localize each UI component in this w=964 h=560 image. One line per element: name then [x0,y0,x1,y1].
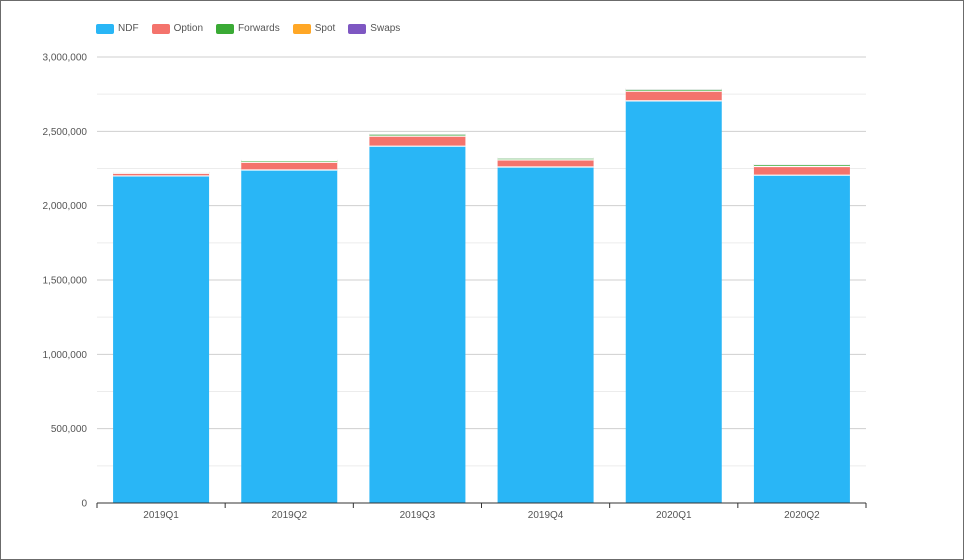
bar-option-2020q2 [753,166,850,176]
bar-ndf-2019q3 [369,146,466,503]
bar-forwards-2019q2 [241,160,338,163]
bar-stack-2019q3 [369,133,466,503]
y-tick-label: 1,000,000 [43,350,88,361]
legend-swatch [151,23,170,34]
x-tick-label: 2020Q1 [656,510,692,521]
y-tick-label: 500,000 [51,424,88,435]
bar-option-2019q2 [241,162,338,170]
bar-option-2020q1 [625,91,722,101]
legend-swatch [216,23,235,34]
legend-item-ndf[interactable]: NDF [96,23,139,34]
legend-swatch [292,23,311,34]
bar-forwards-2019q3 [369,134,466,137]
bar-stack-2020q1 [625,88,722,504]
bar-stack-2019q4 [497,157,594,503]
bar-forwards-2020q2 [753,164,850,167]
bar-ndf-2019q1 [113,175,210,503]
bar-stack-2019q1 [113,171,210,503]
chart-legend: NDF Option Forwards Spot Swaps [96,23,413,34]
y-axis: 0 500,000 1,000,000 1,500,000 2,000,000 2,500… [43,53,88,510]
bar-option-2019q3 [369,136,466,147]
legend-item-option[interactable]: Option [151,23,204,34]
legend-label: Swaps [370,23,401,34]
legend-label: NDF [118,23,139,34]
bar-ndf-2020q2 [753,175,850,503]
legend-swatch [96,23,114,34]
y-tick-label: 1,500,000 [43,276,88,287]
bar-stack-2019q2 [241,159,338,503]
legend-item-spot[interactable]: Spot [292,23,336,34]
legend-item-forwards[interactable]: Forwards [216,23,280,34]
y-tick-label: 2,500,000 [43,127,88,138]
bars [113,88,850,504]
x-tick-label: 2019Q2 [271,510,307,521]
bar-option-2019q1 [113,173,210,176]
legend-label: Forwards [238,23,280,34]
y-tick-label: 0 [81,499,87,510]
bar-ndf-2019q2 [241,169,338,503]
x-tick-label: 2019Q3 [400,510,436,521]
bar-ndf-2019q4 [497,167,594,503]
x-tick-label: 2020Q2 [784,510,820,521]
y-tick-label: 2,000,000 [43,201,88,212]
bar-stack-2020q2 [753,163,850,503]
bar-forwards-2019q4 [497,158,594,160]
bar-option-2019q4 [497,159,594,168]
gridlines [97,56,866,467]
legend-item-swaps[interactable]: Swaps [348,23,400,34]
legend-label: Option [173,23,204,34]
bar-ndf-2020q1 [625,100,722,504]
bar-forwards-2020q1 [625,89,722,92]
x-tick-label: 2019Q1 [143,510,179,521]
x-tick-label: 2019Q4 [528,510,564,521]
legend-swatch [348,23,367,34]
y-tick-label: 3,000,000 [43,53,88,64]
legend-label: Spot [314,23,336,34]
